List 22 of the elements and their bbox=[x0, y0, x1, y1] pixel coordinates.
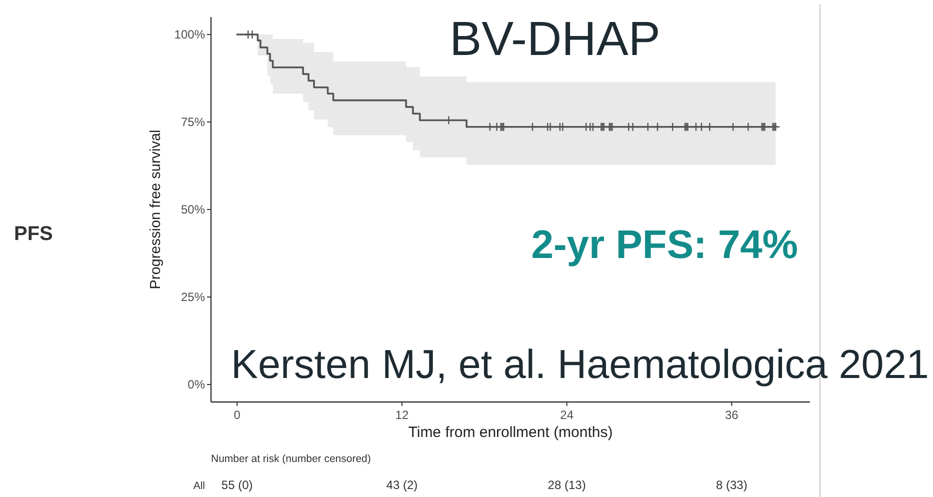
y-tick-label: 25% bbox=[180, 290, 206, 304]
x-tick-label: 12 bbox=[395, 408, 409, 422]
x-tick-label: 36 bbox=[725, 408, 739, 422]
text: 43 (2) bbox=[386, 478, 418, 492]
chart-title: BV-DHAP bbox=[450, 13, 660, 66]
annotation: Kersten MJ, et al. Haematologica 2021 bbox=[231, 341, 929, 387]
text: 8 (33) bbox=[716, 478, 748, 492]
text: All bbox=[193, 480, 205, 492]
y-tick-label: 100% bbox=[174, 28, 206, 42]
text: Number at risk (number censored) bbox=[211, 453, 371, 465]
y-tick-label: 0% bbox=[188, 378, 206, 392]
x-axis-title: Time from enrollment (months) bbox=[408, 424, 613, 441]
text: 55 (0) bbox=[221, 478, 253, 492]
annotation: 2-yr PFS: 74% bbox=[531, 223, 798, 267]
y-tick-label: 50% bbox=[180, 202, 206, 217]
text: PFS bbox=[14, 223, 53, 245]
point bbox=[248, 30, 257, 40]
x-tick-label: 0 bbox=[234, 408, 241, 422]
y-tick-label: 75% bbox=[180, 115, 206, 130]
y-axis-title: Progression free survival bbox=[148, 130, 164, 290]
text: 28 (13) bbox=[548, 478, 586, 492]
x-tick-label: 24 bbox=[560, 408, 574, 422]
